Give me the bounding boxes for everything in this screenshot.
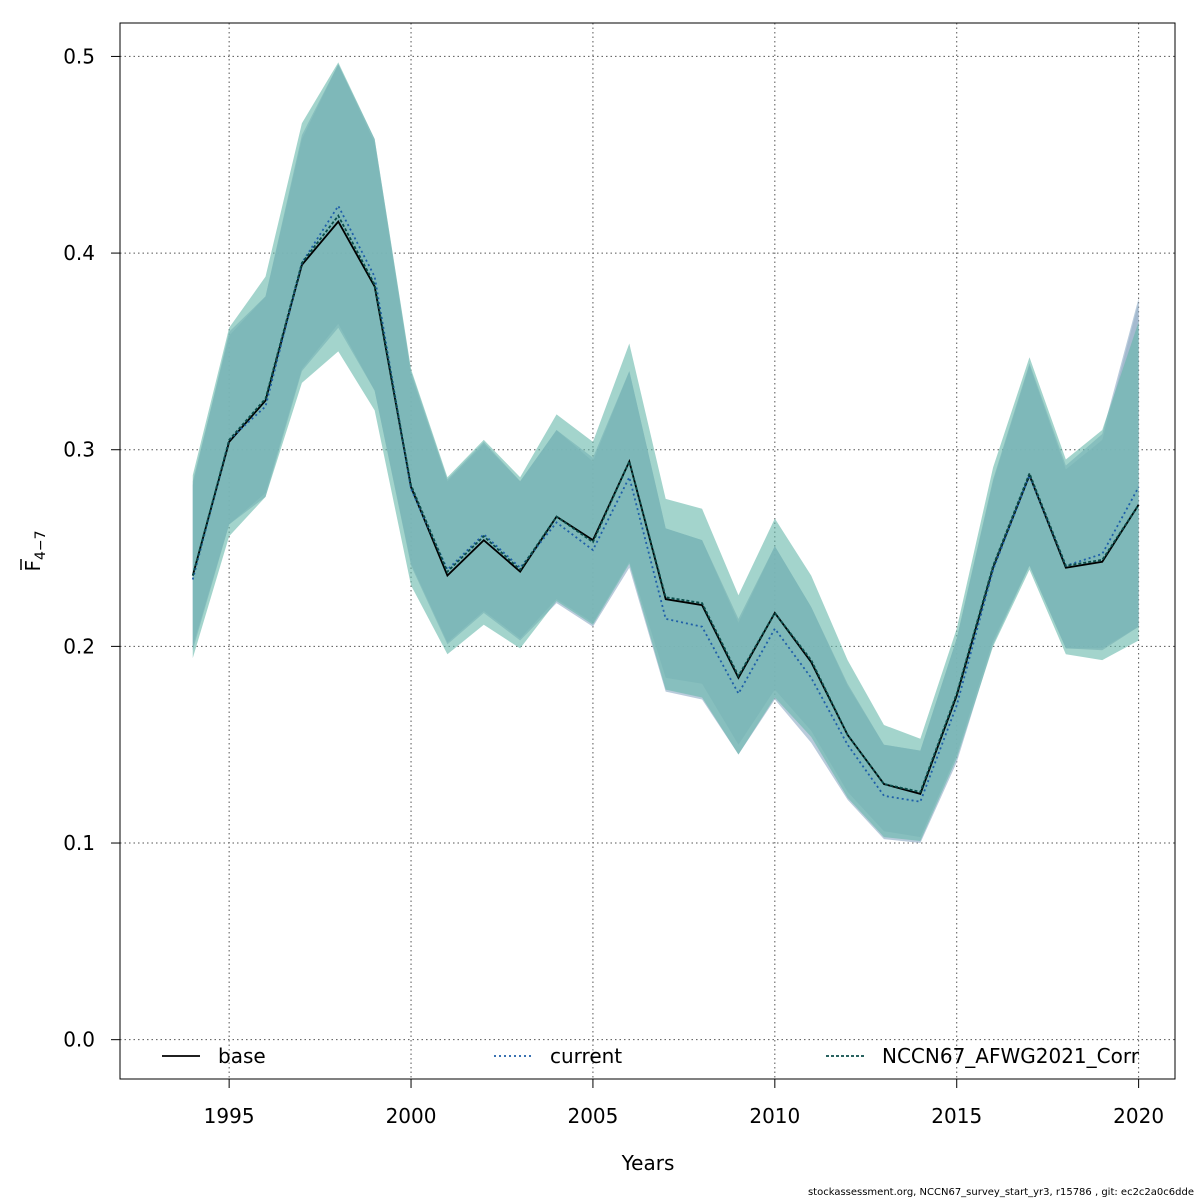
y-axis-title: F4−7 [20,530,49,572]
legend-label-0: base [218,1044,266,1068]
y-tick-label: 0.3 [63,438,95,462]
x-tick-label: 2015 [931,1104,982,1128]
x-axis-title: Years [621,1151,675,1175]
series-lines [191,204,1140,803]
x-tick-label: 2010 [749,1104,800,1128]
series-line-1 [191,204,1140,803]
legend: base current NCCN67_AFWG2021_Corr [162,1044,1140,1068]
x-tick-label: 2020 [1113,1104,1164,1128]
series-line-2 [191,214,1140,793]
footer-credit: stockassessment.org, NCCN67_survey_start… [807,1187,1194,1198]
y-tick-label: 0.2 [63,634,95,658]
svg-text:F4−7: F4−7 [21,530,49,571]
legend-label-2: NCCN67_AFWG2021_Corr [882,1044,1140,1068]
y-tick-label: 0.0 [63,1028,95,1052]
x-tick-label: 1995 [204,1104,255,1128]
y-tick-label: 0.5 [63,44,95,68]
x-tick-label: 2005 [567,1104,618,1128]
legend-label-1: current [550,1044,622,1068]
y-axis-title-subscript: 4−7 [33,530,49,560]
y-axis-title-main: F [21,560,45,572]
plot-frame [119,22,1176,1080]
x-axis: 1995 2000 2005 2010 2015 2020 [204,1079,1164,1128]
x-tick-label: 2000 [386,1104,437,1128]
y-tick-label: 0.1 [63,831,95,855]
y-tick-label: 0.4 [63,241,95,265]
band-2 [192,62,1139,842]
y-axis: 0.0 0.1 0.2 0.3 0.4 0.5 [63,44,120,1052]
confidence-bands [192,62,1139,844]
